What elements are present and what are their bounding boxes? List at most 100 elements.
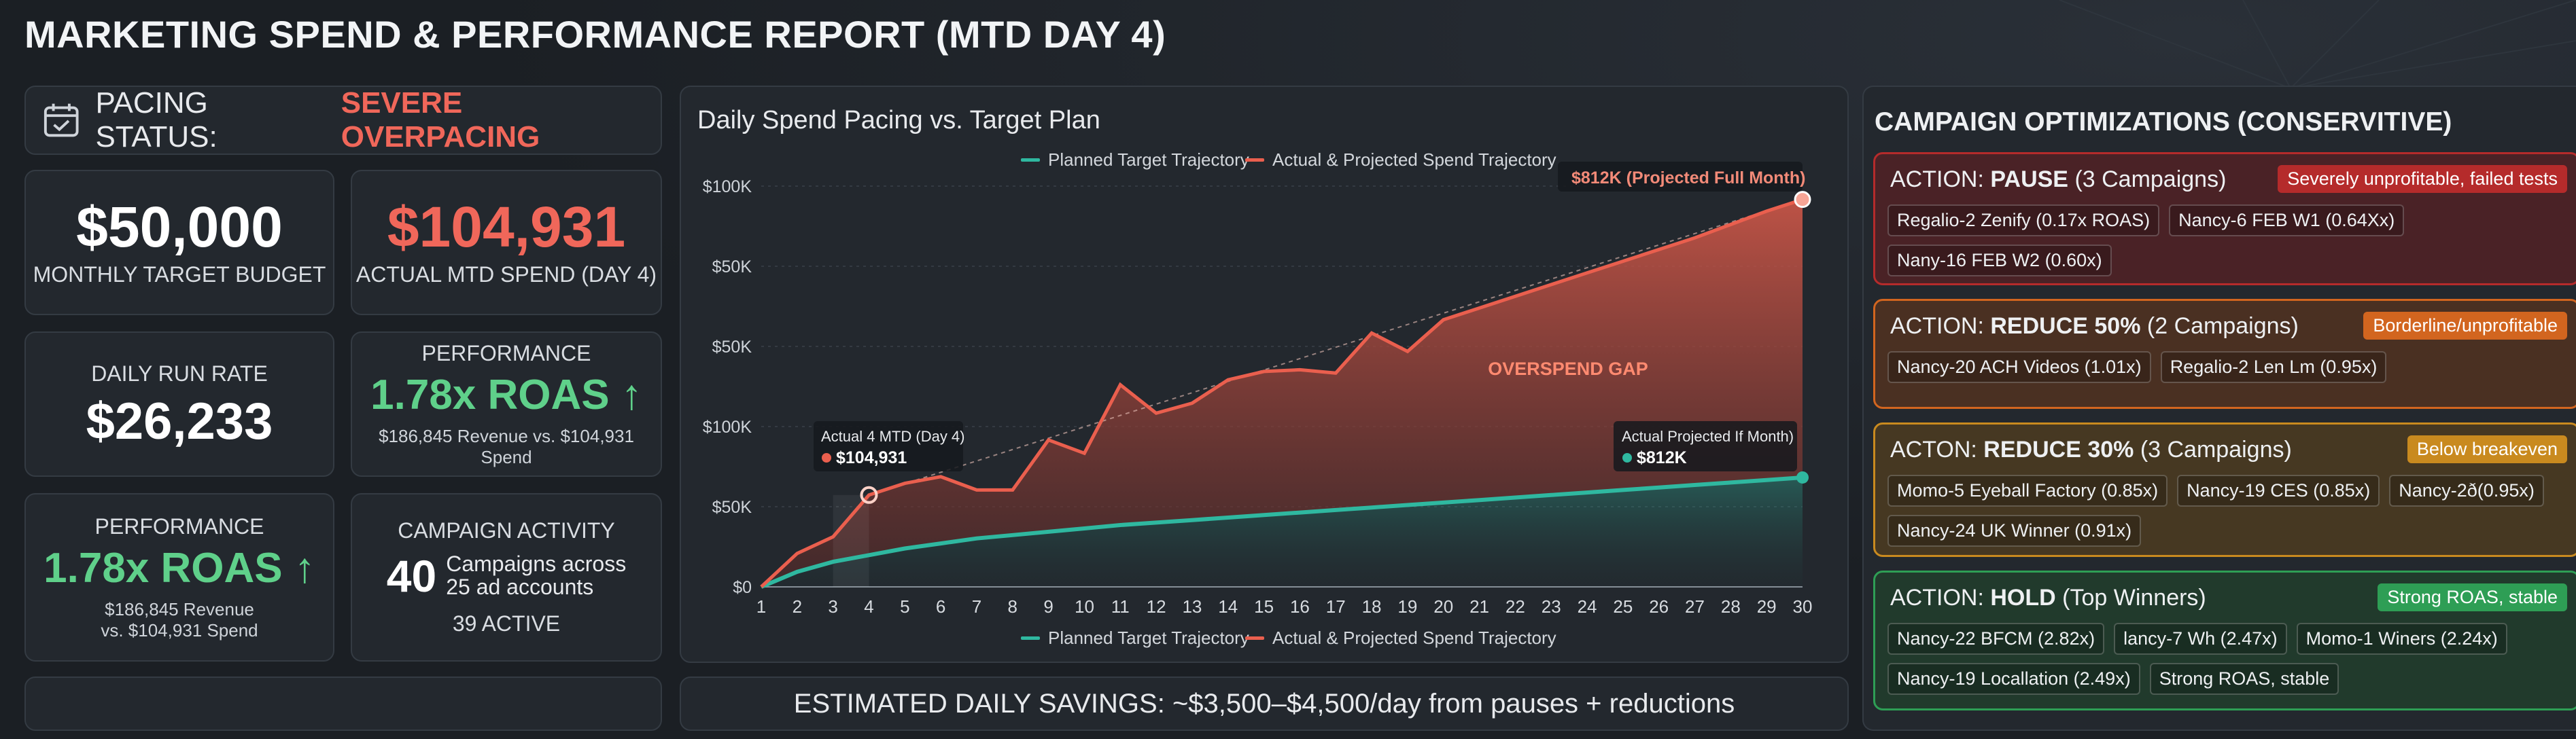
x-tick-label: 17 [1326, 596, 1346, 617]
action-count: (3 Campaigns) [2140, 437, 2292, 463]
campaign-chip[interactable]: Regalio-2 Len Lm (0.95x) [2160, 351, 2387, 383]
campaign-count: 40 [386, 551, 437, 601]
empty-footer-panel [24, 677, 662, 731]
x-tick-label: 5 [900, 596, 909, 617]
action-group-heading: ACTON: REDUCE 30% (3 Campaigns) [1890, 437, 2292, 463]
actual-spend-caption: ACTUAL MTD SPEND (DAY 4) [355, 262, 657, 287]
action-group-reduce-30-: ACTON: REDUCE 30% (3 Campaigns) Below bre… [1873, 422, 2576, 557]
optimizations-title: CAMPAIGN OPTIMIZATIONS (CONSERVITIVE) [1875, 107, 2452, 137]
action-type: HOLD [1990, 585, 2056, 611]
x-tick-label: 15 [1254, 596, 1274, 617]
legend-label: Actual & Projected Spend Trajectory [1272, 149, 1556, 170]
campaign-count-text-2: 25 ad accounts [446, 575, 594, 599]
actual-mtd-marker [860, 486, 878, 504]
legend-label: Planned Target Trajectory [1048, 149, 1249, 170]
campaign-chip[interactable]: Nancy-19 Locallation (2.49x) [1887, 663, 2140, 695]
campaign-activity-caption: CAMPAIGN ACTIVITY [398, 518, 615, 543]
planned-end-marker [1796, 471, 1809, 484]
x-tick-label: 16 [1290, 596, 1310, 617]
chart-annotation: $812K [1637, 448, 1687, 467]
campaign-chip[interactable]: Momo-5 Eyeball Factory (0.85x) [1887, 475, 2168, 507]
action-group-hold: ACTION: HOLD (Top Winners) Strong ROAS, s… [1873, 571, 2576, 710]
campaign-chip[interactable]: Nany-16 FEB W2 (0.60x) [1887, 245, 2112, 276]
performance-spend-line: vs. $104,931 Spend [101, 619, 258, 641]
pacing-status-label: PACING STATUS: [95, 86, 217, 154]
action-prefix: ACTION: [1890, 166, 1984, 192]
y-tick-label: $0 [733, 578, 752, 597]
spend-pacing-chart-panel: Daily Spend Pacing vs. Target Plan Plann… [680, 86, 1849, 663]
campaign-chip[interactable]: Strong ROAS, stable [2149, 663, 2339, 695]
legend-swatch-teal [1021, 636, 1040, 640]
performance-roas-value: 1.78x ROAS ↑ [43, 544, 315, 592]
chart-annotation: Actual Projected If Month) [1622, 428, 1794, 445]
action-group-pause: ACTION: PAUSE (3 Campaigns) Severely unpr… [1873, 152, 2576, 285]
campaign-chip[interactable]: Nancy-20 ACH Videos (1.01x) [1887, 351, 2151, 383]
campaign-chip[interactable]: Nancy-2ð(0.95x) [2389, 475, 2544, 507]
target-budget-caption: MONTHLY TARGET BUDGET [33, 262, 326, 287]
series-line-planned [760, 475, 1803, 589]
campaign-chip[interactable]: lancy-7 Wh (2.47x) [2114, 623, 2287, 655]
campaign-chip[interactable]: Nancy-24 UK Winner (0.91x) [1887, 515, 2142, 547]
performance-revenue-line: $186,845 Revenue [105, 598, 254, 619]
x-tick-label: 7 [972, 596, 981, 617]
campaign-chip[interactable]: Nancy-6 FEB W1 (0.64Xx) [2169, 204, 2405, 236]
action-group-heading: ACTION: REDUCE 50% (2 Campaigns) [1890, 313, 2299, 340]
x-tick-label: 18 [1362, 596, 1382, 617]
legend-bottom-actual: Actual & Projected Spend Trajectory [1245, 628, 1556, 649]
x-tick-label: 25 [1613, 596, 1633, 617]
x-tick-label: 6 [936, 596, 945, 617]
page-title: MARKETING SPEND & PERFORMANCE REPORT (MT… [24, 13, 1166, 56]
x-tick-label: 28 [1721, 596, 1741, 617]
x-tick-label: 12 [1147, 596, 1166, 617]
campaign-chip-list: Regalio-2 Zenify (0.17x ROAS) Nancy-6 FEB… [1887, 204, 2566, 276]
x-tick-label: 22 [1505, 596, 1525, 617]
legend-label: Actual & Projected Spend Trajectory [1272, 628, 1556, 648]
action-group-heading: ACTION: HOLD (Top Winners) [1890, 585, 2206, 611]
action-type: REDUCE 50% [1990, 313, 2141, 339]
y-tick-label: $100K [703, 418, 752, 437]
x-tick-label: 11 [1111, 596, 1130, 617]
planned-area [761, 477, 1803, 587]
performance-card-top: PERFORMANCE 1.78x ROAS ↑ $186,845 Revenu… [351, 331, 662, 477]
annotation-box [814, 421, 963, 471]
x-tick-label: 26 [1649, 596, 1669, 617]
chart-annotation: $104,931 [836, 448, 907, 467]
x-tick-label: 13 [1182, 596, 1202, 617]
campaign-chip[interactable]: Nancy-22 BFCM (2.82x) [1887, 623, 2105, 655]
run-rate-caption: DAILY RUN RATE [91, 361, 268, 386]
campaign-chip-list: Nancy-20 ACH Videos (1.01x) Regalio-2 Len… [1887, 351, 2566, 383]
campaign-chip[interactable]: Nancy-19 CES (0.85x) [2177, 475, 2380, 507]
action-count: (2 Campaigns) [2146, 313, 2299, 339]
mtd-highlight-band [833, 494, 869, 587]
action-type: PAUSE [1990, 166, 2068, 192]
action-group-heading: ACTION: PAUSE (3 Campaigns) [1890, 166, 2226, 193]
annotation-box [1558, 162, 1803, 192]
campaign-chip-list: Momo-5 Eyeball Factory (0.85x) Nancy-19 C… [1887, 475, 2566, 547]
legend-label: Planned Target Trajectory [1048, 628, 1249, 648]
campaign-chip[interactable]: Momo-1 Winers (2.24x) [2296, 623, 2507, 655]
action-type: REDUCE 30% [1983, 437, 2134, 463]
action-group-reduce-50-: ACTION: REDUCE 50% (2 Campaigns) Borderli… [1873, 299, 2576, 409]
chart-annotation: Actual 4 MTD (Day 4) [821, 428, 965, 445]
annotation-box [1614, 421, 1797, 471]
campaign-optimizations-panel: CAMPAIGN OPTIMIZATIONS (CONSERVITIVE) AC… [1862, 86, 2576, 731]
x-tick-label: 8 [1008, 596, 1017, 617]
x-tick-label: 9 [1043, 596, 1053, 617]
savings-text: ESTIMATED DAILY SAVINGS: ~$3,500–$4,500/… [793, 688, 1735, 719]
campaign-activity-card: CAMPAIGN ACTIVITY 40 Campaigns across 25… [351, 493, 662, 662]
y-tick-label: $50K [712, 257, 752, 276]
action-reason-badge: Borderline/unprofitable [2363, 312, 2567, 340]
x-tick-label: 30 [1793, 596, 1813, 617]
legend-top-planned: Planned Target Trajectory [1021, 149, 1249, 170]
x-tick-label: 20 [1433, 596, 1453, 617]
target-budget-card: $50,000 MONTHLY TARGET BUDGET [24, 170, 334, 315]
action-prefix: ACTON: [1890, 437, 1977, 463]
campaign-chip[interactable]: Regalio-2 Zenify (0.17x ROAS) [1887, 204, 2160, 236]
performance-roas-value: 1.78x ROAS ↑ [370, 371, 642, 418]
action-prefix: ACTION: [1890, 585, 1984, 611]
performance-revenue-note: $186,845 Revenue vs. $104,931 Spend [379, 425, 634, 467]
legend-swatch-teal [1021, 158, 1040, 162]
calendar-check-icon [43, 103, 79, 137]
x-tick-label: 1 [756, 596, 766, 617]
